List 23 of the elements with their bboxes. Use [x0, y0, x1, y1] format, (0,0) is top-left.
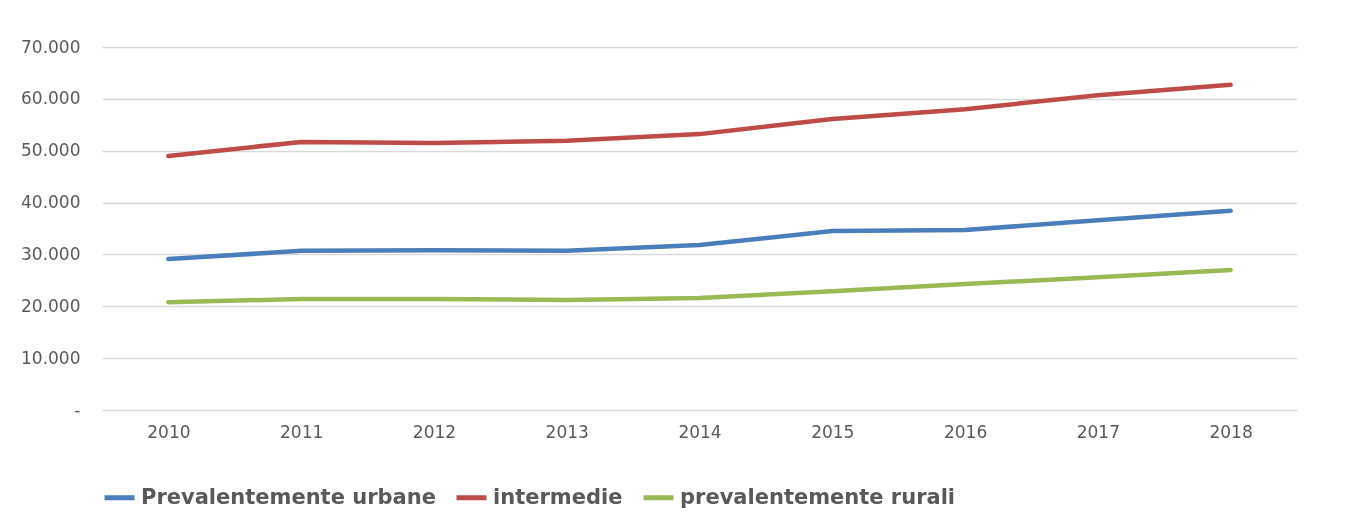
y-tick-label: -	[74, 399, 81, 420]
y-tick-label: 70.000	[21, 36, 81, 57]
legend-label: Prevalentemente urbane	[141, 484, 436, 509]
x-tick-label: 2016	[943, 421, 988, 442]
x-tick-label: 2013	[545, 421, 589, 442]
x-tick-label: 2010	[147, 421, 191, 442]
y-tick-label: 10.000	[21, 347, 81, 368]
line-series	[166, 82, 1233, 159]
y-tick-label: 20.000	[21, 295, 81, 316]
x-tick-label: 2017	[1076, 421, 1120, 442]
legend-label: prevalentemente rurali	[680, 484, 956, 509]
x-tick-label: 2014	[678, 421, 722, 442]
y-tick-label: 30.000	[21, 243, 81, 264]
y-tick-label: 50.000	[21, 140, 81, 161]
line-series	[166, 208, 1233, 262]
y-tick-label: 40.000	[21, 192, 81, 213]
y-tick-label: 60.000	[21, 88, 81, 109]
x-tick-label: 2012	[412, 421, 457, 442]
legend-label: intermedie	[493, 484, 623, 509]
x-tick-label: 2011	[280, 421, 324, 442]
x-tick-label: 2018	[1209, 421, 1253, 442]
line-series	[166, 267, 1233, 305]
x-tick-label: 2015	[811, 421, 855, 442]
